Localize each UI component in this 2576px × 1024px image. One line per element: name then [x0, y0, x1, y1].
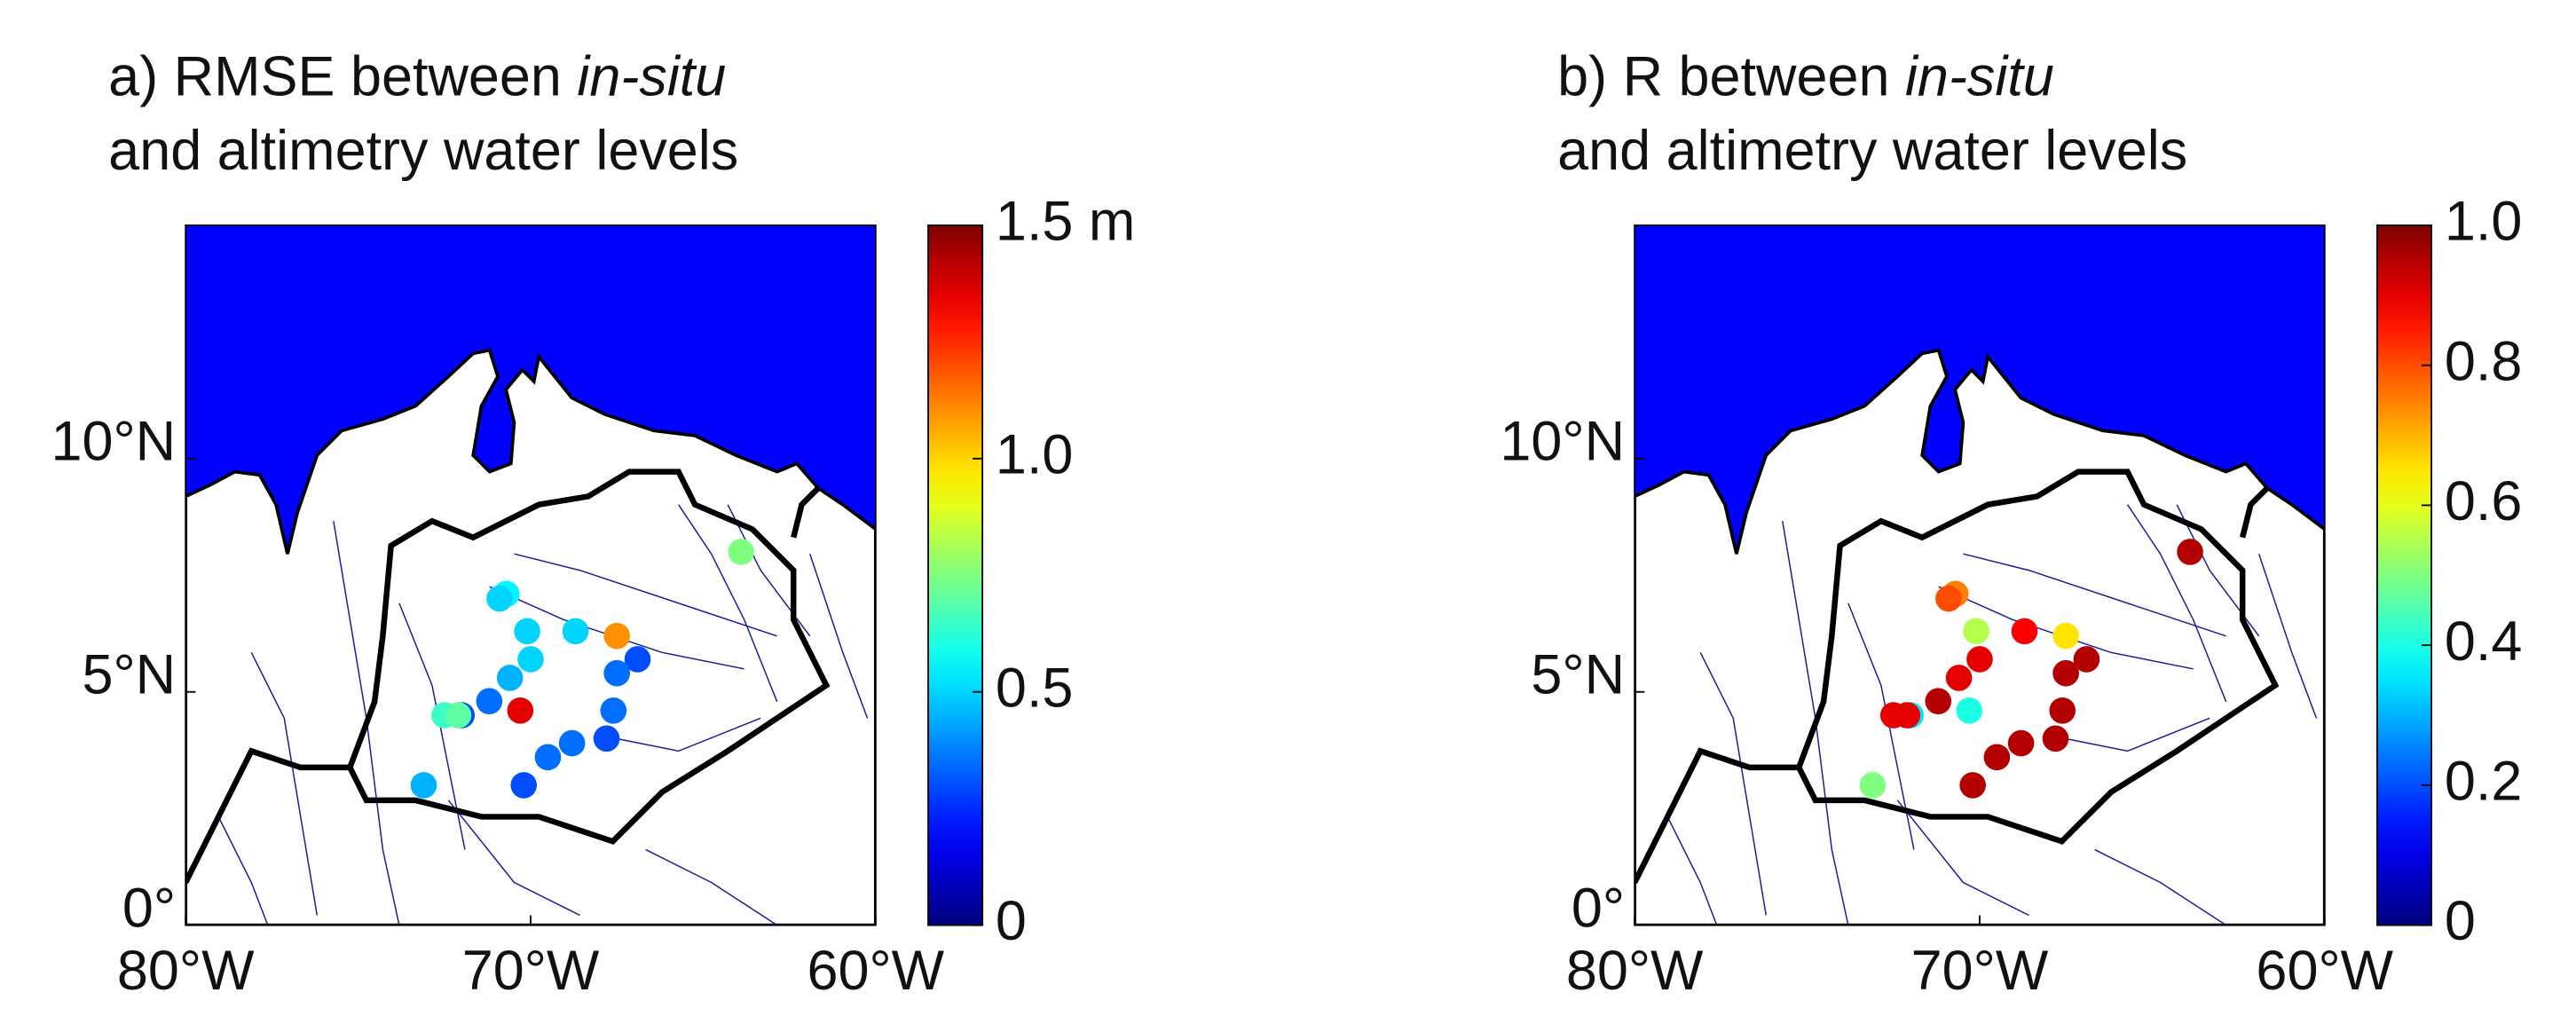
- x-tick-label: 70°W: [462, 940, 600, 1002]
- map-frame: [1634, 224, 2326, 926]
- colorbar-tick-label: 0: [2445, 890, 2476, 952]
- panel-title: b) R between in-situ: [1557, 46, 2054, 108]
- colorbar-tick-label: 1.5 m: [996, 191, 1135, 253]
- station-point: [410, 772, 437, 799]
- station-point: [486, 585, 513, 612]
- title-prefix: b) R between: [1557, 46, 1905, 108]
- colorbar-tick-label: 0.4: [2445, 610, 2523, 673]
- basemap: [185, 225, 876, 926]
- station-point: [1966, 646, 1993, 673]
- station-point: [1963, 618, 1989, 645]
- basemap-shapes: [185, 225, 876, 926]
- colorbar-tick-label: 1.0: [2445, 191, 2523, 253]
- station-point: [2073, 646, 2100, 673]
- map-frame: [185, 224, 877, 926]
- station-point: [510, 772, 538, 799]
- station-point: [2052, 659, 2079, 687]
- station-point: [1959, 772, 1986, 799]
- station-point: [600, 697, 627, 724]
- station-point: [1925, 688, 1952, 715]
- map-panel: a) RMSE between in-situ and altimetry wat…: [51, 46, 1135, 1002]
- y-tick-label: 10°N: [51, 411, 176, 473]
- station-point: [1945, 665, 1973, 691]
- map-panel: b) R between in-situ and altimetry water …: [1500, 46, 2522, 1002]
- station-point: [517, 646, 544, 673]
- y-tick-label: 0°: [1572, 877, 1625, 939]
- station-point: [728, 539, 754, 565]
- colorbar-tick-label: 0: [996, 890, 1027, 952]
- x-tick-label: 80°W: [1566, 940, 1704, 1002]
- basemap: [1635, 225, 2325, 926]
- station-point: [1935, 585, 1962, 612]
- panel-title: a) RMSE between in-situ: [108, 46, 726, 108]
- y-tick-label: 0°: [122, 877, 176, 939]
- station-point: [2049, 697, 2076, 724]
- y-tick-label: 5°N: [82, 644, 176, 706]
- station-point: [2177, 539, 2203, 565]
- station-point: [496, 665, 524, 691]
- colorbar: [2376, 224, 2433, 926]
- panel-title-line2: and altimetry water levels: [108, 120, 738, 182]
- x-tick-label: 60°W: [2256, 940, 2393, 1002]
- x-tick-label: 80°W: [117, 940, 255, 1002]
- panel-title-line2: and altimetry water levels: [1557, 120, 2187, 182]
- colorbar-tick-label: 0.8: [2445, 330, 2523, 392]
- station-point: [514, 618, 540, 645]
- colorbar-tick-label: 0.2: [2445, 751, 2523, 813]
- y-tick-label: 10°N: [1500, 411, 1625, 473]
- y-tick-label: 5°N: [1531, 644, 1625, 706]
- station-point: [476, 688, 503, 715]
- colorbar: [927, 224, 984, 926]
- station-point: [624, 646, 651, 673]
- station-point: [445, 702, 472, 729]
- station-point: [1894, 702, 1921, 729]
- station-point: [558, 729, 586, 757]
- basemap-shapes: [1635, 225, 2325, 926]
- station-point: [2042, 725, 2069, 752]
- station-point: [603, 659, 631, 687]
- title-emphasis: in-situ: [1905, 46, 2054, 108]
- colorbar-tick-label: 0.5: [996, 657, 1074, 719]
- station-point: [1956, 697, 1983, 724]
- station-point: [562, 618, 589, 645]
- station-point: [603, 622, 631, 650]
- station-point: [2007, 729, 2035, 757]
- station-point: [1859, 772, 1887, 799]
- station-point: [593, 725, 620, 752]
- station-point: [1983, 744, 2011, 771]
- title-emphasis: in-situ: [577, 46, 726, 108]
- station-point: [507, 697, 534, 724]
- station-point: [534, 744, 562, 771]
- colorbar-tick-label: 1.0: [996, 423, 1074, 485]
- station-point: [2052, 622, 2079, 650]
- x-tick-label: 70°W: [1911, 940, 2049, 1002]
- colorbar-tick-label: 0.6: [2445, 470, 2523, 532]
- x-tick-label: 60°W: [807, 940, 945, 1002]
- station-point: [2011, 618, 2038, 645]
- title-prefix: a) RMSE between: [108, 46, 577, 108]
